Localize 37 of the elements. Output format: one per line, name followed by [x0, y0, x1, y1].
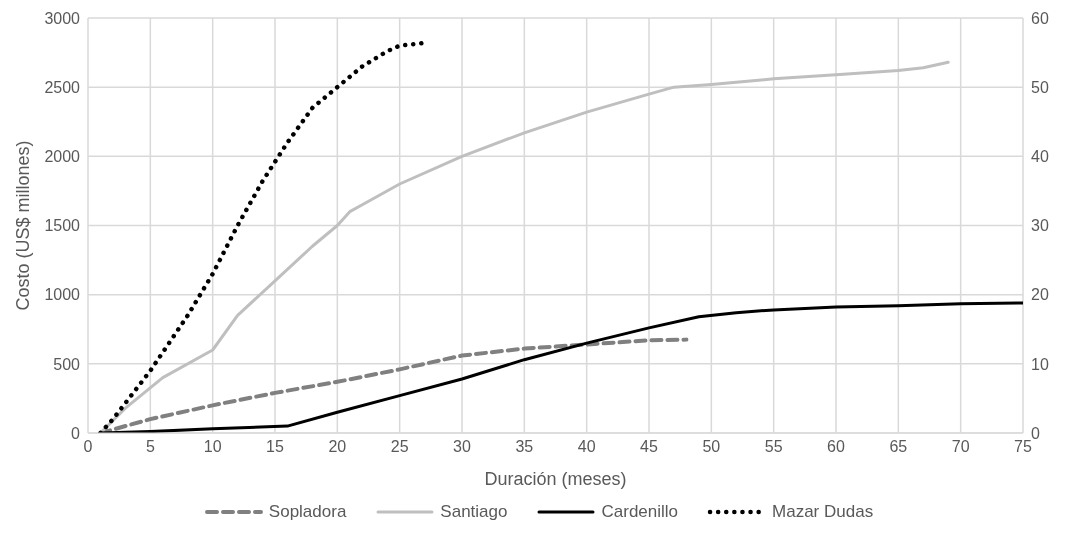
line-series: [98, 60, 950, 433]
y2-tick-label: 10: [1031, 355, 1049, 373]
y2-tick-label: 20: [1031, 286, 1049, 304]
y-tick-label: 1500: [44, 217, 81, 235]
x-tick-label: 20: [328, 438, 347, 456]
x-tick-label: 45: [640, 438, 658, 456]
x-tick-label: 35: [515, 438, 534, 456]
x-axis-title: Duración (meses): [484, 469, 627, 489]
x-tick-label: 60: [827, 438, 845, 456]
x-tick-label: 30: [453, 438, 471, 456]
x-tick-label: 25: [390, 438, 409, 456]
legend-label: Mazar Dudas: [772, 502, 874, 522]
x-tick-label: 75: [1014, 438, 1032, 456]
y-tick-label: 3000: [44, 9, 81, 27]
y-tick-label: 2500: [44, 78, 81, 96]
x-tick-label: 70: [951, 438, 970, 456]
legend-label: Cardenillo: [601, 502, 679, 522]
y2-tick-label: 0: [1031, 424, 1040, 442]
y2-tick-label: 30: [1031, 217, 1049, 235]
y-tick-label: 0: [71, 424, 81, 442]
y-tick-label: 1000: [44, 286, 81, 304]
legend-label: Sopladora: [268, 502, 347, 522]
y-axis-title: Costo (US$ millones): [13, 140, 34, 311]
legend-label: Santiago: [440, 502, 508, 522]
x-tick-label: 5: [145, 438, 155, 456]
y2-tick-label: 50: [1031, 78, 1049, 96]
y2-tick-label: 40: [1031, 148, 1049, 166]
x-tick-label: 0: [83, 438, 93, 456]
y-tick-label: 500: [53, 355, 81, 373]
x-tick-label: 10: [203, 438, 222, 456]
x-tick-label: 50: [702, 438, 721, 456]
x-tick-label: 55: [764, 438, 783, 456]
x-tick-label: 65: [889, 438, 908, 456]
y-tick-label: 2000: [44, 148, 81, 166]
x-tick-label: 40: [577, 438, 596, 456]
y2-tick-label: 60: [1031, 9, 1049, 27]
x-tick-label: 15: [266, 438, 284, 456]
